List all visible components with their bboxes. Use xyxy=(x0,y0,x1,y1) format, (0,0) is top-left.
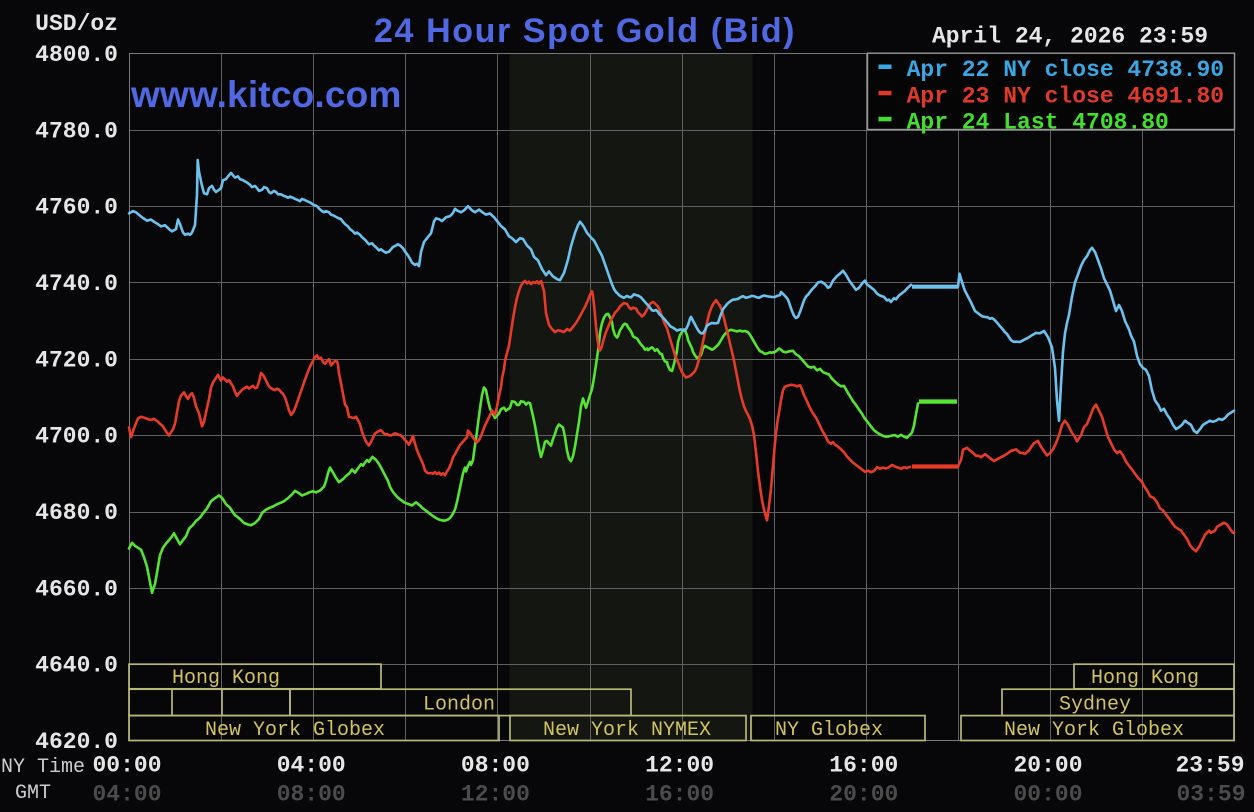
svg-text:04:00: 04:00 xyxy=(92,782,161,808)
svg-text:4620.0: 4620.0 xyxy=(35,729,118,755)
svg-text:www.kitco.com: www.kitco.com xyxy=(130,74,402,115)
svg-text:00:00: 00:00 xyxy=(1013,782,1082,808)
svg-text:NY Time: NY Time xyxy=(1,756,85,779)
svg-text:Hong Kong: Hong Kong xyxy=(172,667,280,690)
svg-text:4700.0: 4700.0 xyxy=(35,424,118,450)
svg-text:04:00: 04:00 xyxy=(277,753,346,779)
svg-text:GMT: GMT xyxy=(15,782,51,805)
svg-text:20:00: 20:00 xyxy=(829,782,898,808)
svg-text:April 24, 2026 23:59: April 24, 2026 23:59 xyxy=(932,24,1208,50)
svg-text:16:00: 16:00 xyxy=(645,782,714,808)
svg-text:4760.0: 4760.0 xyxy=(35,195,118,221)
svg-text:NY Globex: NY Globex xyxy=(775,719,883,742)
svg-text:London: London xyxy=(423,694,495,717)
svg-text:4660.0: 4660.0 xyxy=(35,576,118,602)
svg-text:20:00: 20:00 xyxy=(1013,753,1082,779)
svg-text:New York Globex: New York Globex xyxy=(205,719,385,742)
svg-text:23:59: 23:59 xyxy=(1175,753,1244,779)
svg-text:08:00: 08:00 xyxy=(461,753,530,779)
svg-text:USD/oz: USD/oz xyxy=(35,11,118,37)
svg-text:4780.0: 4780.0 xyxy=(35,118,118,144)
svg-text:4740.0: 4740.0 xyxy=(35,271,118,297)
svg-text:New York NYMEX: New York NYMEX xyxy=(543,719,711,742)
svg-text:03:59: 03:59 xyxy=(1176,782,1245,808)
svg-text:Hong Kong: Hong Kong xyxy=(1091,667,1199,690)
svg-text:24 Hour Spot Gold (Bid): 24 Hour Spot Gold (Bid) xyxy=(374,12,796,50)
svg-text:New York Globex: New York Globex xyxy=(1004,719,1184,742)
svg-text:4680.0: 4680.0 xyxy=(35,500,118,526)
svg-text:4640.0: 4640.0 xyxy=(35,653,118,679)
svg-text:Apr 23 NY close 4691.80: Apr 23 NY close 4691.80 xyxy=(907,83,1224,109)
svg-text:08:00: 08:00 xyxy=(277,782,346,808)
svg-text:Apr 24 Last 4708.80: Apr 24 Last 4708.80 xyxy=(907,109,1169,135)
svg-text:Apr 22 NY close 4738.90: Apr 22 NY close 4738.90 xyxy=(907,57,1224,83)
svg-text:12:00: 12:00 xyxy=(461,782,530,808)
svg-text:16:00: 16:00 xyxy=(829,753,898,779)
svg-text:Sydney: Sydney xyxy=(1059,694,1131,717)
svg-text:4800.0: 4800.0 xyxy=(35,42,118,68)
svg-text:12:00: 12:00 xyxy=(645,753,714,779)
svg-text:00:00: 00:00 xyxy=(92,753,161,779)
svg-text:4720.0: 4720.0 xyxy=(35,347,118,373)
